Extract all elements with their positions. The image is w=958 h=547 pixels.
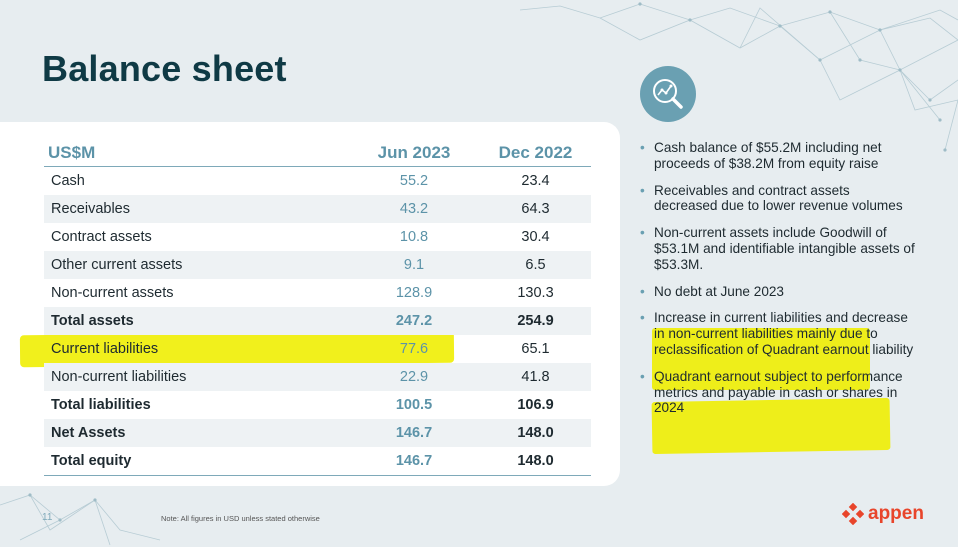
- column-header: Dec 2022: [480, 139, 591, 167]
- table-row: Cash 55.2 23.4: [44, 167, 591, 196]
- dec-2022-value: 41.8: [480, 363, 591, 391]
- key-points-list: Cash balance of $55.2M including net pro…: [640, 140, 916, 416]
- page-number: 11: [42, 512, 53, 523]
- row-label: Net Assets: [44, 419, 348, 447]
- jun-2023-value: 247.2: [348, 307, 480, 335]
- dec-2022-value: 65.1: [521, 341, 550, 357]
- jun-2023-value: 77.6: [399, 341, 429, 357]
- jun-2023-value: 9.1: [348, 251, 480, 279]
- dec-2022-value: 6.5: [480, 251, 591, 279]
- row-label: Current liabilities: [51, 341, 159, 357]
- dec-2022-value: 148.0: [480, 419, 591, 447]
- bullet-item: Non-current assets include Goodwill of $…: [640, 225, 916, 272]
- table-row: Receivables 43.2 64.3: [44, 195, 591, 223]
- jun-2023-value: 55.2: [399, 173, 429, 189]
- table-row: Net Assets 146.7 148.0: [44, 419, 591, 447]
- table-row: Total equity 146.7 148.0: [44, 447, 591, 476]
- jun-2023-value: 10.8: [399, 229, 429, 245]
- table-row: Total liabilities 100.5 106.9: [44, 391, 591, 419]
- dec-2022-value: 130.3: [517, 285, 554, 301]
- row-label: Total assets: [44, 307, 348, 335]
- jun-2023-value: 146.7: [348, 419, 480, 447]
- table-row: Non-current liabilities 22.9 41.8: [44, 363, 591, 391]
- row-label: Non-current assets: [51, 285, 174, 301]
- bullet-item: No debt at June 2023: [640, 284, 916, 300]
- dec-2022-value: 23.4: [521, 173, 550, 189]
- dec-2022-value: 64.3: [480, 195, 591, 223]
- row-label: Cash: [51, 173, 85, 189]
- bullet-item: Increase in current liabilities and decr…: [640, 310, 916, 357]
- jun-2023-value: 22.9: [348, 363, 480, 391]
- column-header: US$M: [44, 139, 348, 167]
- row-label: Contract assets: [51, 229, 152, 245]
- appen-diamond-icon: [842, 503, 864, 525]
- table-row: Non-current assets 128.9 130.3: [44, 279, 591, 307]
- appen-logo: appen: [842, 503, 924, 525]
- column-header: Jun 2023: [348, 139, 480, 167]
- balance-sheet-table: US$M Jun 2023 Dec 2022 Cash 55.2 23.4 Recei…: [44, 139, 591, 476]
- jun-2023-value: 128.9: [395, 285, 433, 301]
- page-title: Balance sheet: [42, 48, 287, 89]
- magnifier-chart-icon: [640, 66, 696, 122]
- dec-2022-value: 30.4: [521, 229, 550, 245]
- jun-2023-value: 43.2: [348, 195, 480, 223]
- table-row: Current liabilities 77.6 65.1: [44, 335, 591, 363]
- logo-text: appen: [868, 503, 924, 524]
- row-label: Other current assets: [44, 251, 348, 279]
- jun-2023-value: 146.7: [348, 447, 480, 476]
- row-label: Receivables: [44, 195, 348, 223]
- dec-2022-value: 106.9: [517, 397, 554, 413]
- dec-2022-value: 148.0: [480, 447, 591, 476]
- row-label: Non-current liabilities: [44, 363, 348, 391]
- row-label: Total equity: [44, 447, 348, 476]
- table-row: Total assets 247.2 254.9: [44, 307, 591, 335]
- row-label: Total liabilities: [51, 397, 151, 413]
- bullet-item: Receivables and contract assets decrease…: [640, 183, 916, 215]
- table-header-row: US$M Jun 2023 Dec 2022: [44, 139, 591, 167]
- bullet-item: Cash balance of $55.2M including net pro…: [640, 140, 916, 172]
- table-row: Other current assets 9.1 6.5: [44, 251, 591, 279]
- table-row: Contract assets 10.8 30.4: [44, 223, 591, 251]
- footnote: Note: All figures in USD unless stated o…: [161, 514, 320, 523]
- dec-2022-value: 254.9: [480, 307, 591, 335]
- bullet-item: Quadrant earnout subject to performance …: [640, 369, 916, 416]
- jun-2023-value: 100.5: [395, 397, 433, 413]
